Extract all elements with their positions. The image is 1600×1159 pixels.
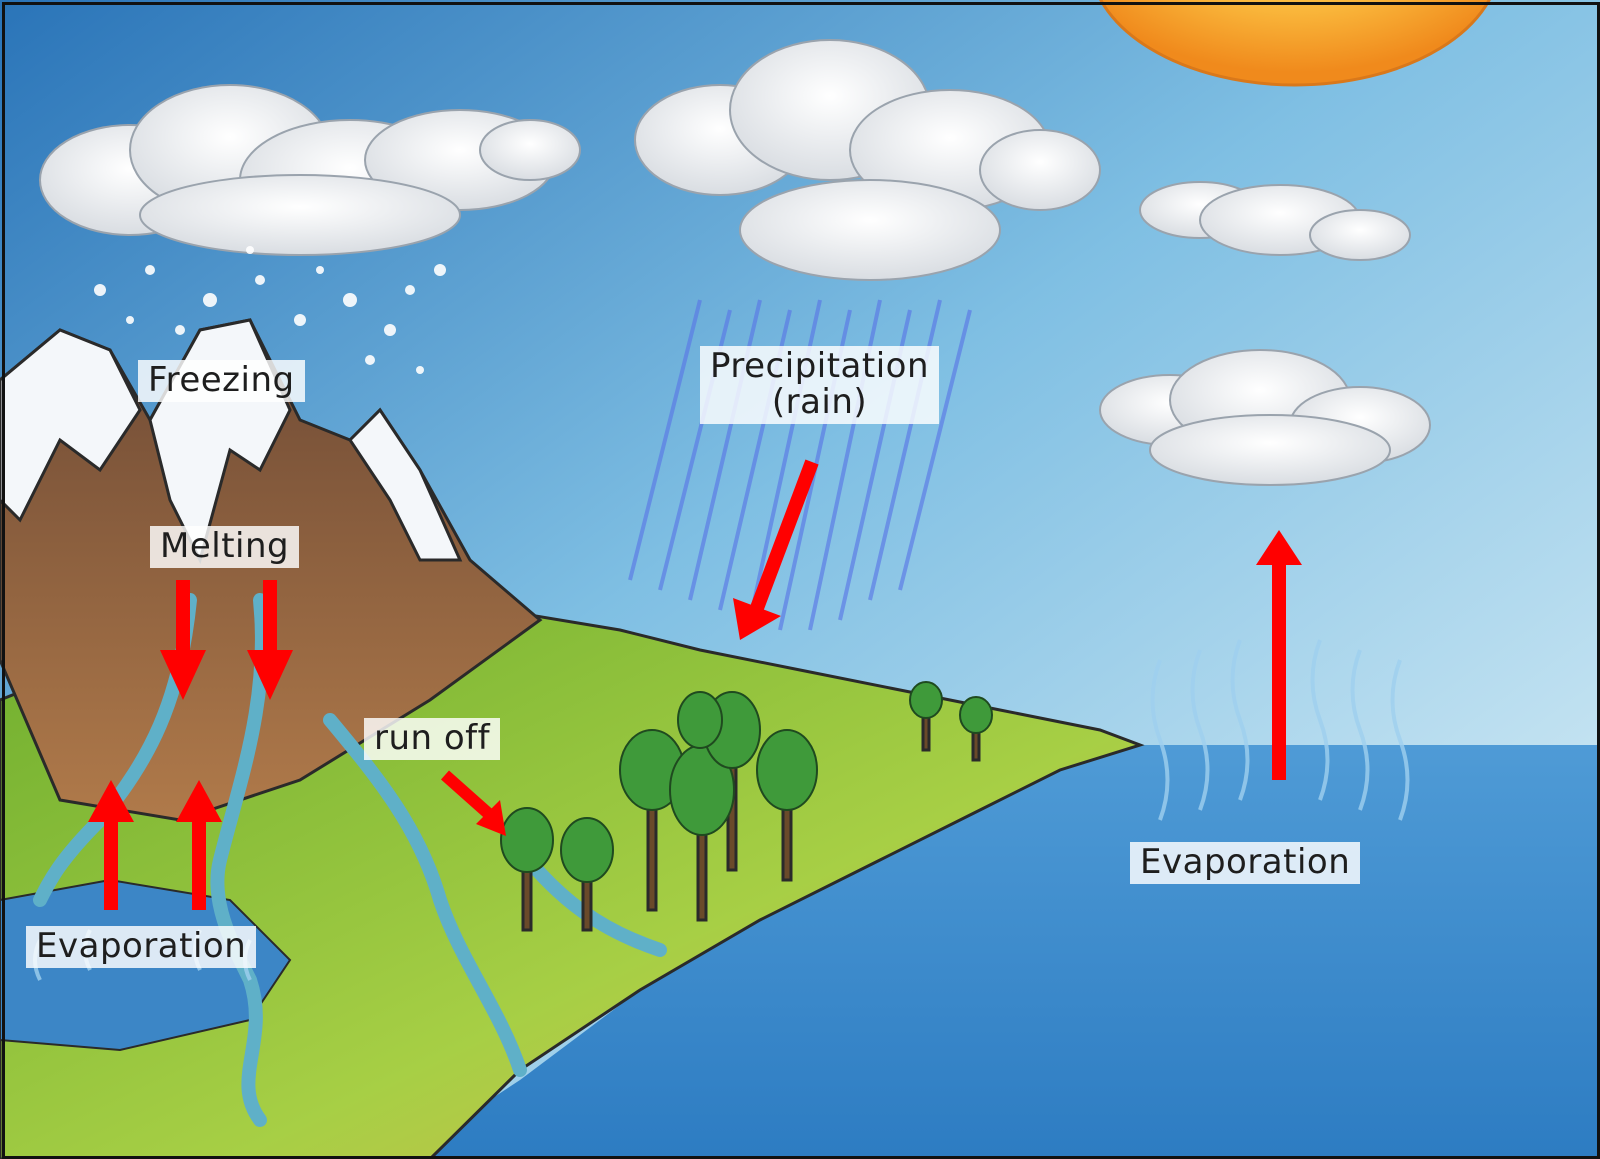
label-precipitation: Precipitation (rain) (700, 346, 940, 424)
melting-arrow-right (247, 580, 293, 700)
evaporation-arrow-left-2 (176, 780, 222, 910)
label-evaporation-left: Evaporation (26, 926, 257, 968)
small-cloud-top (1139, 181, 1411, 261)
label-melting: Melting (150, 526, 300, 568)
label-freezing: Freezing (138, 360, 305, 402)
precipitation-arrow (733, 459, 819, 640)
label-precipitation-line1: Precipitation (710, 346, 930, 386)
label-precipitation-line2: (rain) (771, 382, 868, 422)
trees (500, 681, 993, 932)
snowflakes (94, 246, 446, 374)
arrows (88, 459, 1302, 910)
label-run-off: run off (364, 718, 501, 760)
snow-cloud (39, 84, 581, 256)
evaporation-cloud (1099, 349, 1431, 486)
evaporation-arrow-left-1 (88, 780, 134, 910)
label-evaporation-right: Evaporation (1130, 842, 1361, 884)
rain-cloud (634, 39, 1101, 281)
sun (1099, 0, 1491, 87)
evaporation-arrow-right (1256, 530, 1302, 780)
melting-arrow-left (160, 580, 206, 700)
run-off-arrow (441, 770, 506, 836)
